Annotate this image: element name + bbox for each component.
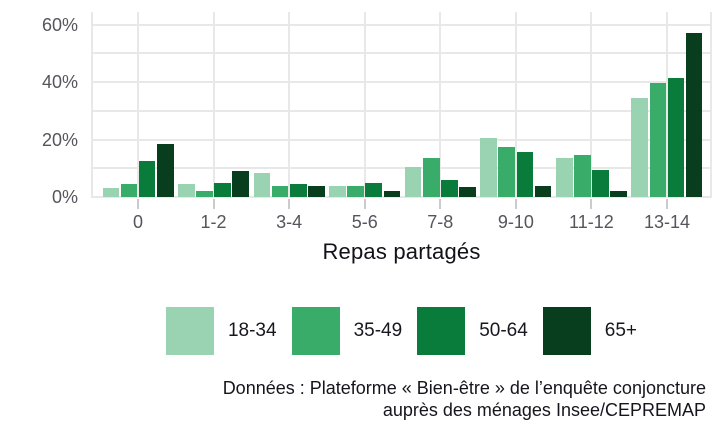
legend-swatch-50-64 xyxy=(417,307,466,355)
bar-50-64-meals-9-10 xyxy=(516,152,534,197)
y-tick-label: 0% xyxy=(51,187,78,207)
bar-65+-meals-5-6 xyxy=(383,191,401,197)
bar-65+-meals-0 xyxy=(156,143,174,197)
x-tick-label: 3-4 xyxy=(276,212,303,232)
bar-group-13-14 xyxy=(631,12,703,197)
gridline-horizontal xyxy=(91,167,712,170)
bar-35-49-meals-9-10 xyxy=(498,146,516,197)
bar-35-49-meals-0 xyxy=(120,184,138,197)
bar-50-64-meals-7-8 xyxy=(441,179,458,197)
caption-line1: Données : Plateforme « Bien-être » de l’… xyxy=(222,378,706,398)
y-tick-label: 40% xyxy=(41,72,78,92)
legend: 18-34 35-49 50-64 65+ xyxy=(91,306,712,356)
legend-item-35-49: 35-49 xyxy=(291,307,403,355)
bar-18-34-meals-11-12 xyxy=(555,158,573,197)
bar-35-49-meals-13-14 xyxy=(649,83,667,197)
gridline-horizontal xyxy=(91,138,712,141)
bar-65+-meals-1-2 xyxy=(232,171,250,197)
x-tick-mark xyxy=(363,199,366,209)
legend-swatch-65+ xyxy=(542,307,591,355)
bar-group-11-12 xyxy=(555,12,627,197)
x-tick-mark xyxy=(137,199,139,209)
bar-35-49-meals-1-2 xyxy=(196,191,213,197)
gridline-vertical xyxy=(137,12,139,197)
gridline-vertical xyxy=(439,12,442,197)
legend-label: 35-49 xyxy=(353,320,403,341)
gridline-vertical xyxy=(590,12,593,197)
legend-item-50-64: 50-64 xyxy=(417,307,528,355)
caption: Données : Plateforme « Bien-être » de l’… xyxy=(223,377,706,421)
bar-50-64-meals-13-14 xyxy=(667,77,685,197)
y-tick-label: 20% xyxy=(41,129,78,150)
x-tick-label: 0 xyxy=(132,212,143,232)
bar-group-9-10 xyxy=(480,12,552,197)
caption-line2: auprès des ménages Insee/CEPREMAP xyxy=(382,400,706,420)
legend-item-65+: 65+ xyxy=(542,307,638,355)
gridline-horizontal xyxy=(91,81,712,83)
bar-18-34-meals-0 xyxy=(102,188,120,197)
bar-50-64-meals-11-12 xyxy=(592,169,609,197)
x-tick-mark xyxy=(590,199,593,209)
bar-50-64-meals-3-4 xyxy=(289,184,307,197)
bar-18-34-meals-5-6 xyxy=(329,185,346,197)
bar-18-34-meals-9-10 xyxy=(480,138,497,197)
bar-50-64-meals-5-6 xyxy=(365,182,383,197)
gridline-horizontal xyxy=(91,52,712,55)
x-tick-mark xyxy=(288,199,291,209)
x-tick-mark xyxy=(439,199,442,209)
bar-65+-meals-9-10 xyxy=(534,185,552,197)
bar-group-1-2 xyxy=(178,12,250,197)
bar-35-49-meals-11-12 xyxy=(574,155,591,197)
legend-label: 65+ xyxy=(604,320,638,341)
gridline-vertical xyxy=(363,12,366,197)
x-axis-ticks xyxy=(91,197,712,211)
gridline-vertical xyxy=(665,12,668,197)
x-axis-labels: 0 1-2 3-4 5-6 7-8 9-10 11-12 13-14 xyxy=(91,211,712,235)
y-axis: 0% 20% 40% 60% xyxy=(0,0,78,220)
bar-group-7-8 xyxy=(404,12,476,197)
x-tick-label: 1-2 xyxy=(200,212,227,232)
bar-35-49-meals-3-4 xyxy=(271,185,289,197)
bar-65+-meals-11-12 xyxy=(610,191,627,197)
legend-label: 50-64 xyxy=(479,320,528,341)
gridline-vertical xyxy=(212,12,215,197)
bar-18-34-meals-7-8 xyxy=(404,166,422,197)
legend-swatch-35-49 xyxy=(291,307,340,355)
bar-65+-meals-13-14 xyxy=(685,33,703,197)
x-tick-mark xyxy=(212,199,215,209)
x-tick-label: 13-14 xyxy=(643,212,690,232)
x-axis-title: Repas partagés xyxy=(322,239,481,264)
gridline-horizontal xyxy=(91,196,712,198)
gridline-vertical xyxy=(514,12,517,197)
bar-65+-meals-3-4 xyxy=(308,185,325,197)
bar-group-0 xyxy=(102,12,174,197)
x-tick-label: 11-12 xyxy=(569,212,614,232)
x-tick-label: 9-10 xyxy=(497,212,534,232)
plot-panel xyxy=(91,12,712,198)
y-tick-label: 60% xyxy=(41,14,78,35)
bar-18-34-meals-3-4 xyxy=(253,172,271,197)
bar-18-34-meals-1-2 xyxy=(178,184,195,197)
legend-item-18-34: 18-34 xyxy=(165,307,277,355)
bar-50-64-meals-0 xyxy=(138,161,156,197)
x-tick-label: 7-8 xyxy=(427,212,454,232)
x-tick-mark xyxy=(514,199,517,209)
bar-35-49-meals-5-6 xyxy=(347,185,364,197)
gridline-horizontal xyxy=(91,109,712,112)
bar-35-49-meals-7-8 xyxy=(422,158,440,197)
bar-group-3-4 xyxy=(253,12,325,197)
gridline-vertical-edge xyxy=(710,12,712,197)
gridline-vertical xyxy=(288,12,291,197)
bar-group-5-6 xyxy=(329,12,401,197)
legend-label: 18-34 xyxy=(227,320,277,341)
x-tick-label: 5-6 xyxy=(351,212,378,232)
bar-18-34-meals-13-14 xyxy=(631,97,649,197)
gridline-horizontal xyxy=(91,23,712,26)
bar-65+-meals-7-8 xyxy=(459,186,476,197)
gridline-vertical-edge xyxy=(91,12,93,197)
legend-swatch-18-34 xyxy=(165,307,214,355)
bar-50-64-meals-1-2 xyxy=(214,182,231,197)
x-tick-mark xyxy=(665,199,668,209)
